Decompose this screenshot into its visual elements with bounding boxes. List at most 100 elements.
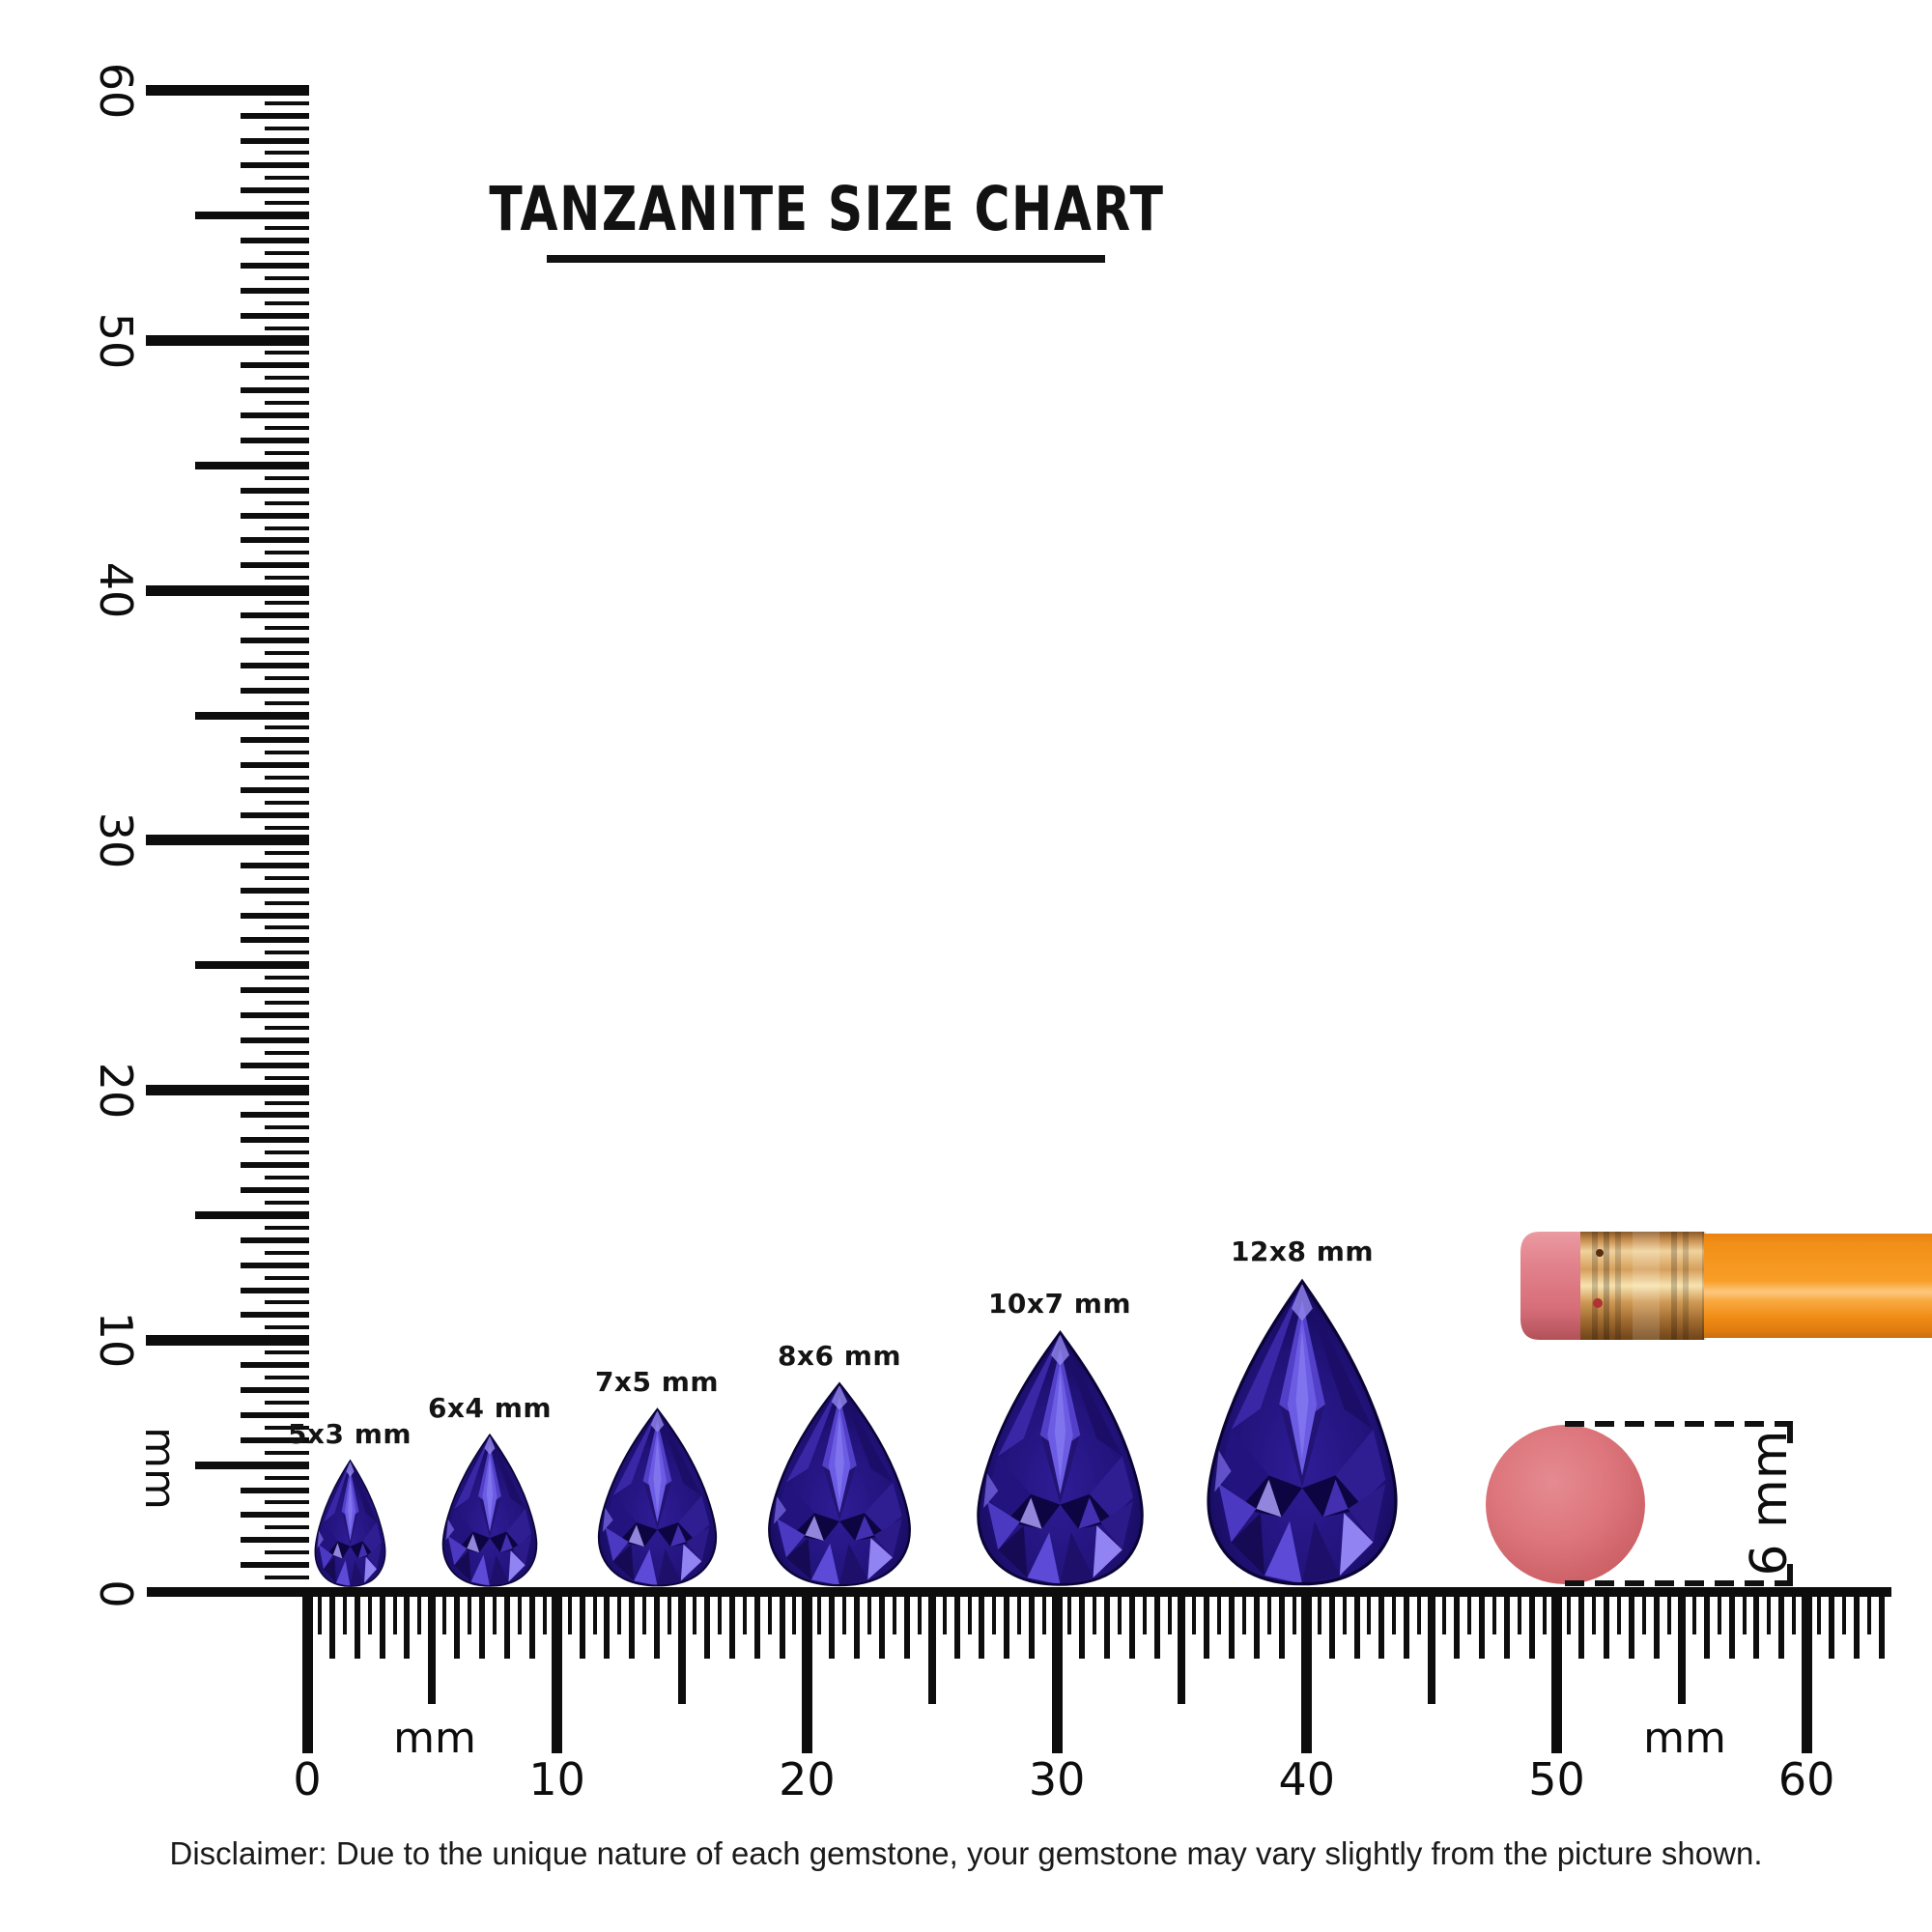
ruler-tick-vertical-unit [241,1312,309,1319]
ruler-tick-horizontal-major [1301,1590,1313,1753]
ruler-tick-vertical-half [265,426,309,431]
gem-shape [443,1435,537,1586]
pencil-body [1702,1232,1932,1340]
ruler-tick-horizontal-unit [1728,1590,1735,1659]
ruler-tick-horizontal-half [792,1590,797,1634]
ruler-tick-horizontal-unit [629,1590,636,1659]
ruler-tick-vertical-unit [241,1387,309,1394]
ruler-tick-horizontal-unit [1778,1590,1785,1659]
ruler-tick-vertical-unit [241,387,309,394]
ruler-tick-horizontal-unit [1404,1590,1410,1659]
ruler-tick-vertical-unit [241,912,309,919]
ruler-tick-vertical-unit [241,1011,309,1018]
ruler-tick-vertical-half [265,751,309,755]
ruler-tick-vertical-half [265,1376,309,1380]
ruler-tick-horizontal-half [1592,1590,1597,1634]
ruler-tick-horizontal-major [301,1590,313,1753]
ruler-tick-vertical-half [265,1300,309,1305]
gem-size-label: 10x7 mm [987,1288,1132,1320]
ruler-tick-vertical-unit [241,1562,309,1569]
ruler-tick-horizontal-unit [354,1590,360,1659]
ruler-tick-horizontal-unit [1278,1590,1285,1659]
ruler-tick-vertical-half [265,1525,309,1530]
ruler-tick-horizontal-half [442,1590,447,1634]
ruler-tick-horizontal-unit [854,1590,861,1659]
ruler-tick-horizontal-major [1051,1590,1063,1753]
ruler-tick-vertical-unit [241,362,309,369]
ruler-tick-vertical-half [265,875,309,880]
ruler-tick-vertical-unit [241,562,309,569]
ruler-tick-vertical-unit [241,1537,309,1544]
ruler-tick-horizontal-half [942,1590,947,1634]
ruler-tick-vertical-major [146,335,309,346]
ruler-number-horizontal: 0 [293,1753,322,1805]
ruler-number-horizontal: 40 [1278,1753,1336,1805]
ruler-tick-horizontal-half [1466,1590,1471,1634]
ruler-tick-horizontal-half [1492,1590,1496,1634]
ruler-tick-horizontal-unit [1703,1590,1710,1659]
ruler-tick-vertical-half [265,1100,309,1105]
ruler-tick-vertical-half [265,275,309,280]
ruler-tick-vertical-half [265,376,309,381]
ruler-tick-vertical-half [265,1225,309,1230]
ruler-tick-horizontal-half [567,1590,572,1634]
ruler-tick-horizontal-unit [1378,1590,1385,1659]
ruler-unit-label: mm [135,1427,185,1510]
ruler-tick-vertical-half [265,1350,309,1355]
ruler-tick-vertical-unit [241,537,309,544]
ruler-tick-horizontal-unit [454,1590,461,1659]
ruler-tick-horizontal-unit [1353,1590,1360,1659]
ruler-tick-horizontal-unit [879,1590,885,1659]
ruler-tick-vertical-half [265,825,309,830]
ruler-tick-vertical-unit [241,612,309,619]
ruler-tick-vertical-unit [241,187,309,194]
ruler-tick-horizontal-half [1866,1590,1871,1634]
ruler-tick-vertical-five [195,212,309,220]
ruler-tick-horizontal-half [1342,1590,1347,1634]
ruler-tick-vertical-major [146,835,309,846]
ruler-tick-horizontal-five [1178,1590,1186,1704]
ruler-tick-vertical-half [265,925,309,930]
ruler-tick-horizontal-half [617,1590,622,1634]
ruler-tick-vertical-unit [241,487,309,494]
ruler-tick-vertical-half [265,176,309,181]
ruler-tick-horizontal-half [1817,1590,1822,1634]
ruler-tick-vertical-unit [241,512,309,519]
ruler-tick-vertical-unit [241,887,309,894]
pencil-image [1520,1232,1932,1340]
ruler-tick-vertical-half [265,700,309,705]
ruler-tick-vertical-unit [241,1162,309,1169]
ruler-tick-vertical-unit [241,1236,309,1243]
ruler-tick-horizontal-half [417,1590,422,1634]
ruler-tick-vertical-unit [241,687,309,694]
ruler-tick-horizontal-unit [654,1590,661,1659]
ruler-tick-horizontal-half [1717,1590,1721,1634]
ruler-tick-horizontal-half [1567,1590,1572,1634]
ruler-tick-horizontal-half [867,1590,872,1634]
ruler-tick-horizontal-half [1266,1590,1271,1634]
ruler-tick-vertical-unit [241,112,309,119]
ruler-tick-horizontal-unit [479,1590,486,1659]
ruler-tick-vertical-half [265,151,309,156]
ruler-tick-horizontal-major [801,1590,812,1753]
ruler-tick-horizontal-half [1542,1590,1547,1634]
ruler-tick-horizontal-half [1842,1590,1846,1634]
ruler-tick-horizontal-half [1317,1590,1321,1634]
ruler-tick-horizontal-unit [1653,1590,1660,1659]
ruler-tick-horizontal-half [842,1590,847,1634]
ruler-number-vertical: 40 [90,561,142,619]
ruler-tick-horizontal-half [1242,1590,1247,1634]
ruler-number-vertical: 20 [90,1062,142,1119]
measurement-bracket [1565,1421,1793,1586]
ruler-tick-horizontal-unit [1328,1590,1335,1659]
ruler-tick-vertical-half [265,250,309,255]
ruler-tick-horizontal-half [1617,1590,1622,1634]
ruler-tick-vertical-major [146,85,309,97]
ruler-tick-vertical-unit [241,812,309,819]
ruler-tick-vertical-half [265,1075,309,1080]
ruler-tick-horizontal-half [1742,1590,1747,1634]
ruler-tick-horizontal-unit [753,1590,760,1659]
ruler-tick-vertical-half [265,776,309,781]
tanzanite-gem-6x4 [438,1432,542,1588]
ruler-tick-horizontal-half [1666,1590,1671,1634]
